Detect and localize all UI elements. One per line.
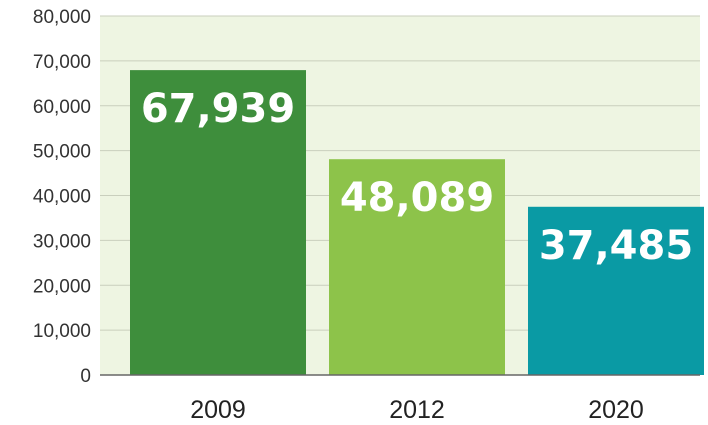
y-axis: 0 10,000 20,000 30,000 40,000 50,000 60,000 70,… xyxy=(33,7,91,387)
y-tick-label: 70,000 xyxy=(33,52,91,73)
y-tick-label: 80,000 xyxy=(33,7,91,28)
x-tick-label-2012: 2012 xyxy=(389,396,445,424)
x-tick-label-2020: 2020 xyxy=(588,396,644,424)
x-axis: 2009 2012 2020 xyxy=(190,396,644,424)
y-tick-label: 0 xyxy=(80,366,91,387)
y-tick-label: 60,000 xyxy=(33,97,91,118)
data-label-2012: 48,089 xyxy=(340,175,494,221)
y-tick-label: 40,000 xyxy=(33,187,91,208)
bar-2009 xyxy=(130,70,306,375)
x-tick-label-2009: 2009 xyxy=(190,396,246,424)
y-tick-label: 50,000 xyxy=(33,142,91,163)
data-label-2020: 37,485 xyxy=(539,223,693,269)
data-label-2009: 67,939 xyxy=(141,86,295,132)
y-tick-label: 30,000 xyxy=(33,231,91,252)
bar-2012 xyxy=(329,159,505,375)
bar-2020 xyxy=(528,206,704,375)
bars: 67,939 48,089 37,485 xyxy=(130,70,704,375)
y-tick-label: 20,000 xyxy=(33,276,91,297)
y-tick-label: 10,000 xyxy=(33,321,91,342)
